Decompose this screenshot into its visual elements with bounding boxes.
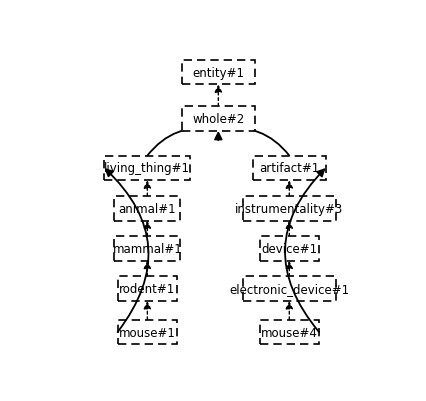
FancyBboxPatch shape xyxy=(114,237,180,261)
Text: artifact#1: artifact#1 xyxy=(259,162,320,175)
FancyArrowPatch shape xyxy=(285,170,324,332)
Text: mouse#1: mouse#1 xyxy=(119,326,176,339)
FancyBboxPatch shape xyxy=(243,277,336,301)
Text: living_thing#1: living_thing#1 xyxy=(104,162,190,175)
FancyBboxPatch shape xyxy=(253,156,325,181)
Text: whole#2: whole#2 xyxy=(192,113,245,126)
FancyBboxPatch shape xyxy=(259,237,319,261)
FancyBboxPatch shape xyxy=(118,277,177,301)
Text: entity#1: entity#1 xyxy=(192,66,245,79)
Text: mouse#4: mouse#4 xyxy=(261,326,318,339)
FancyBboxPatch shape xyxy=(104,156,190,181)
FancyBboxPatch shape xyxy=(182,61,255,85)
Text: electronic_device#1: electronic_device#1 xyxy=(229,282,349,296)
FancyBboxPatch shape xyxy=(243,196,336,221)
Text: rodent#1: rodent#1 xyxy=(119,282,176,296)
Text: device#1: device#1 xyxy=(261,242,317,255)
Text: animal#1: animal#1 xyxy=(118,202,176,215)
FancyBboxPatch shape xyxy=(182,107,255,132)
FancyBboxPatch shape xyxy=(118,320,177,344)
FancyBboxPatch shape xyxy=(259,320,319,344)
Text: instrumentality#3: instrumentality#3 xyxy=(235,202,343,215)
FancyArrowPatch shape xyxy=(106,170,149,332)
FancyBboxPatch shape xyxy=(114,196,180,221)
Text: mammal#1: mammal#1 xyxy=(112,242,182,255)
